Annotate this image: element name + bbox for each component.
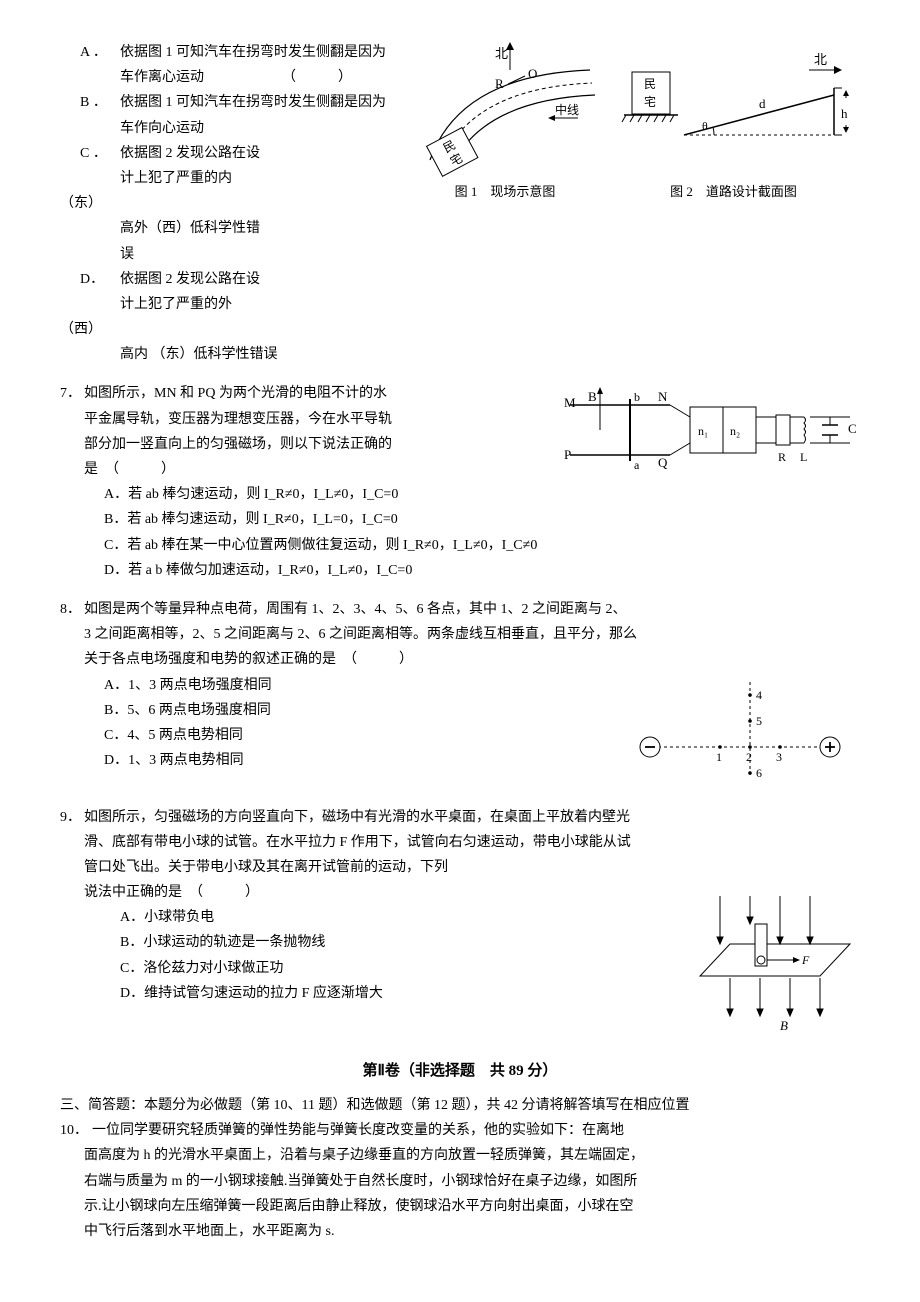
q9-number: 9． — [60, 805, 81, 830]
option-c-cont: 高外（西）低科学性错 误 — [80, 216, 420, 266]
q10-number: 10． — [60, 1118, 88, 1143]
question-10: 10． 一位同学要研究轻质弹簧的弹性势能与弹簧长度改变量的关系，他的实验如下：在… — [60, 1118, 860, 1244]
svg-text:5: 5 — [756, 714, 762, 728]
F-label: F — [801, 953, 810, 967]
question-8: 8． 如图是两个等量异种点电荷，周围有 1、2、3、4、5、6 各点，其中 1、… — [60, 597, 860, 791]
q7-option-b: B．若 ab 棒匀速运动，则 I_R≠0，I_L=0，I_C=0 — [60, 507, 860, 532]
svg-text:1: 1 — [716, 750, 722, 764]
question-6-partial: 北 R O 中线 民 宅 图 — [60, 40, 860, 367]
q8-number: 8． — [60, 597, 81, 622]
q7-option-d: D．若 a b 棒做匀加速运动，I_R≠0，I_L≠0，I_C=0 — [60, 558, 860, 583]
option-c: C ． 依据图 2 发现公路在设 计上犯了严重的内 — [80, 141, 420, 191]
option-a: A ． 依据图 1 可知汽车在拐弯时发生侧翻是因为车作离心运动 （ ） — [80, 40, 860, 90]
B-label: B — [780, 1018, 788, 1033]
west-marker: （西） — [60, 317, 860, 342]
svg-text:6: 6 — [756, 766, 762, 780]
answer-paren: （ ） — [282, 65, 352, 90]
svg-text:3: 3 — [776, 750, 782, 764]
option-d-cont: 高内 （东）低科学性错误 — [80, 342, 860, 367]
q9-figure: F B — [680, 884, 860, 1034]
svg-text:4: 4 — [756, 688, 762, 702]
section-2-intro: 三、简答题：本题分为必做题（第 10、11 题）和选做题（第 12 题），共 4… — [60, 1093, 860, 1118]
option-d: D． 依据图 2 发现公路在设 计上犯了严重的外 — [80, 267, 420, 317]
q8-figure: 1 2 3 4 5 6 — [620, 677, 860, 787]
option-b: B ． 依据图 1 可知汽车在拐弯时发生侧翻是因为车作向心运动 — [80, 90, 860, 140]
svg-text:2: 2 — [746, 750, 752, 764]
figure-1-caption: 图 1 现场示意图 — [400, 180, 610, 203]
question-7: M P N Q b a B n₁ n₂ R — [60, 381, 860, 583]
question-9: 9． 如图所示，匀强磁场的方向竖直向下，磁场中有光滑的水平桌面，在桌面上平放着内… — [60, 805, 860, 1039]
figure-2-caption: 图 2 道路设计截面图 — [614, 180, 854, 203]
q7-option-c: C．若 ab 棒在某一中心位置两侧做往复运动，则 I_R≠0，I_L≠0，I_C… — [60, 533, 860, 558]
q7-option-a: A．若 ab 棒匀速运动，则 I_R≠0，I_L≠0，I_C=0 — [60, 482, 860, 507]
section-2-title: 第Ⅱ卷（非选择题 共 89 分） — [60, 1058, 860, 1085]
q7-number: 7． — [60, 381, 81, 406]
